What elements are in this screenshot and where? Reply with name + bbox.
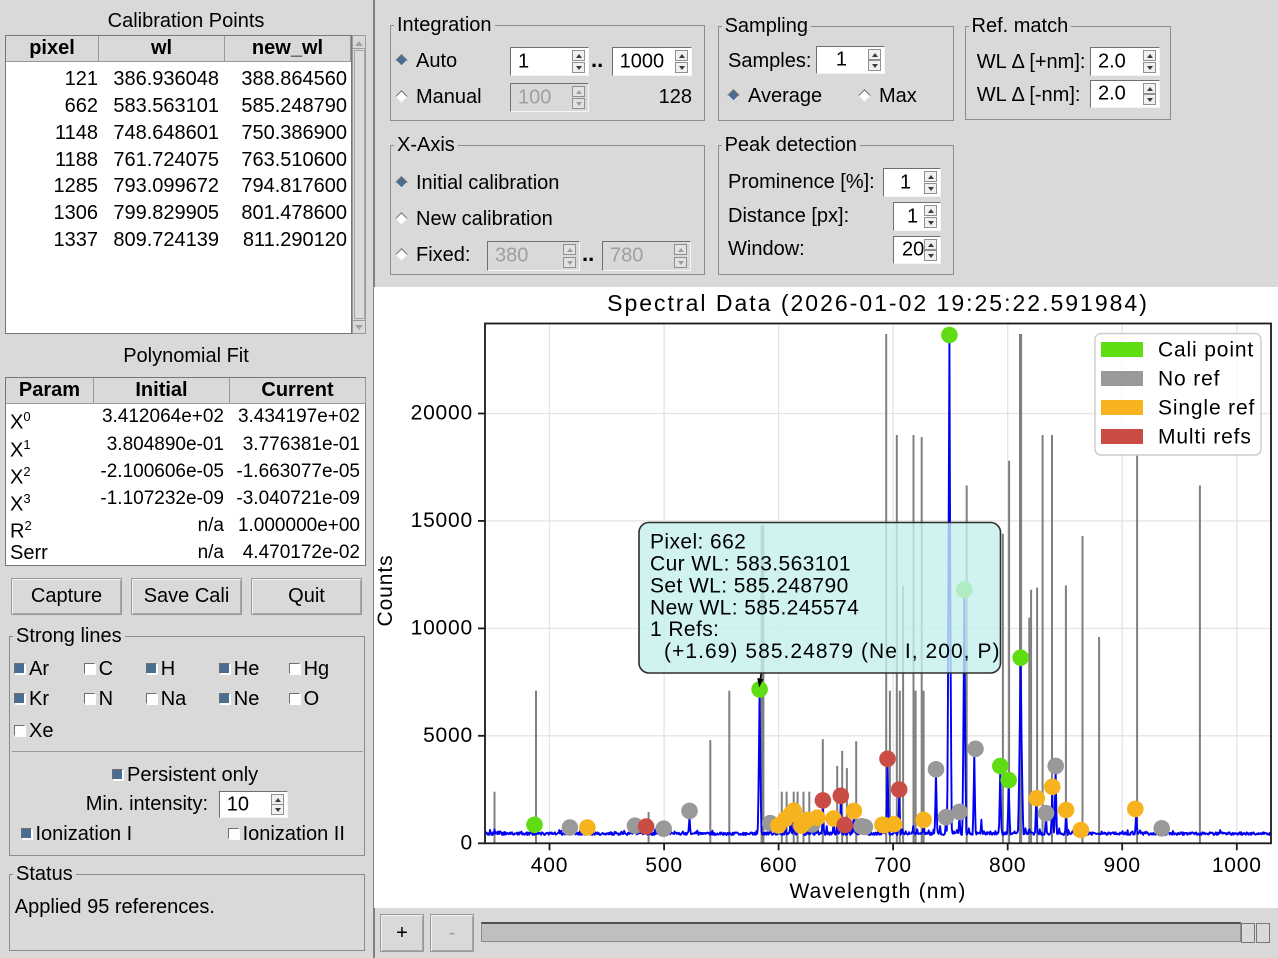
svg-text:0: 0: [461, 831, 473, 854]
svg-text:5000: 5000: [423, 724, 473, 747]
svg-text:Single ref: Single ref: [1158, 397, 1255, 420]
svg-text:700: 700: [874, 854, 911, 877]
svg-text:800: 800: [989, 854, 1026, 877]
svg-text:10000: 10000: [411, 616, 473, 639]
svg-text:15000: 15000: [411, 509, 473, 532]
svg-text:400: 400: [531, 854, 568, 877]
svg-text:No ref: No ref: [1158, 368, 1220, 391]
svg-text:20000: 20000: [411, 402, 473, 425]
svg-text:1 Refs:: 1 Refs:: [650, 618, 719, 641]
svg-text:Pixel: 662: Pixel: 662: [650, 531, 746, 554]
svg-text:500: 500: [645, 854, 682, 877]
svg-text:Multi refs: Multi refs: [1158, 426, 1252, 449]
svg-text:Counts: Counts: [375, 555, 397, 627]
svg-text:Wavelength (nm): Wavelength (nm): [789, 880, 966, 903]
svg-text:Set WL: 585.248790: Set WL: 585.248790: [650, 574, 849, 597]
svg-text:Cali point: Cali point: [1158, 339, 1254, 362]
svg-text:1000: 1000: [1212, 854, 1262, 877]
svg-text:(+1.69) 585.24879 (Ne I, 200,: (+1.69) 585.24879 (Ne I, 200, P): [664, 640, 1001, 663]
svg-text:900: 900: [1103, 854, 1140, 877]
svg-text:New WL: 585.245574: New WL: 585.245574: [650, 596, 859, 619]
svg-text:Cur WL: 583.563101: Cur WL: 583.563101: [650, 553, 851, 576]
svg-text:600: 600: [760, 854, 797, 877]
svg-text:Spectral Data (2026-01-02 19:2: Spectral Data (2026-01-02 19:25:22.59198…: [607, 290, 1149, 316]
